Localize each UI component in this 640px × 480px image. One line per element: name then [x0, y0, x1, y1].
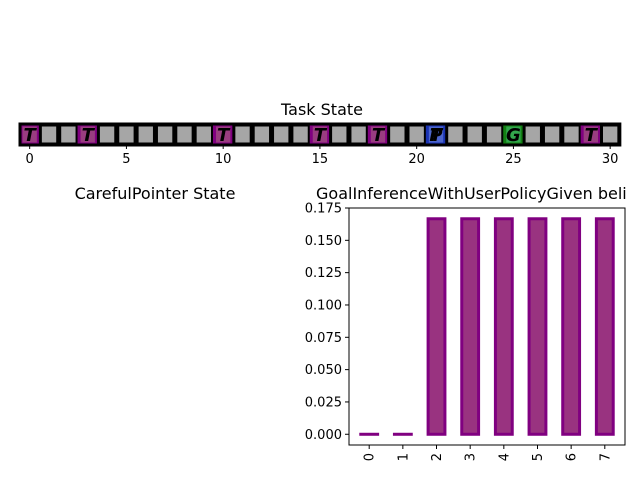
bar [426, 217, 447, 436]
x-tick-label: 10 [215, 152, 232, 167]
bar [460, 217, 481, 436]
task-state-grid: T T T T T PT G T [18, 122, 622, 147]
grid-cell-empty [329, 123, 350, 146]
grid-cell-label: T [24, 125, 38, 146]
grid-cell-empty [96, 123, 118, 146]
y-tick-label: 0.025 [305, 395, 342, 410]
grid-cell-label: T [372, 125, 386, 146]
grid-cell-empty [290, 123, 311, 146]
y-tick-label: 0.125 [305, 266, 342, 281]
grid-cell-empty [174, 123, 195, 146]
x-tick-label: 2 [430, 453, 445, 461]
bar-series [359, 217, 615, 436]
grid-cell-empty [406, 123, 427, 146]
grid-cell-empty [154, 123, 176, 146]
bar-plot-frame [348, 207, 626, 446]
y-tick-label: 0.050 [305, 363, 342, 378]
bar [594, 217, 615, 436]
grid-cell-empty [232, 123, 253, 146]
grid-cell-label: T [82, 125, 96, 146]
bar-x-ticks: 0 1 2 3 4 5 6 7 [363, 445, 613, 461]
y-tick-label: 0.100 [305, 298, 342, 313]
x-tick-label: 0 [26, 152, 34, 167]
grid-cell-empty [271, 123, 292, 146]
x-tick-label: 15 [312, 152, 329, 167]
y-tick-label: 0.075 [305, 331, 342, 346]
bar [527, 217, 548, 436]
y-tick-label: 0.150 [305, 234, 342, 249]
grid-cell-empty [193, 123, 214, 146]
grid-cell-empty [445, 123, 466, 146]
grid-cell-empty [348, 123, 369, 146]
x-tick-label: 5 [122, 152, 130, 167]
x-tick-label: 4 [497, 453, 512, 461]
grid-cell-empty [116, 123, 137, 146]
grid-cell-overlay-label: T [430, 125, 444, 146]
grid-cell-label: T [217, 125, 231, 146]
x-tick-label: 3 [464, 453, 479, 461]
x-tick-label: 30 [602, 152, 619, 167]
grid-cell-empty [522, 123, 543, 146]
grid-cell-empty [561, 123, 582, 146]
grid-cell-empty [251, 123, 273, 146]
grid-cell-empty [387, 123, 408, 146]
goal-inference-title: GoalInferenceWithUserPolicyGiven beli [316, 184, 627, 203]
grid-cell-label: T [314, 125, 328, 146]
grid-cell-label: G [506, 125, 521, 146]
grid-cell-empty [483, 123, 505, 146]
grid-cell-label: P [429, 125, 442, 146]
careful-pointer-title: CarefulPointer State [75, 184, 236, 203]
x-tick-label: 7 [598, 453, 613, 461]
grid-cell-empty [38, 123, 60, 146]
x-tick-label: 5 [531, 453, 546, 461]
x-tick-label: 6 [565, 453, 580, 461]
grid-cell-empty [600, 123, 621, 146]
bar [561, 217, 582, 436]
task-state-x-ticks: 0 5 10 15 20 25 30 [26, 145, 619, 167]
grid-cell-label: T [585, 125, 599, 146]
task-state-title: Task State [280, 100, 363, 119]
bar [493, 217, 514, 436]
x-tick-label: 1 [396, 453, 411, 461]
grid-cell-empty [135, 123, 156, 146]
grid-cell-empty [541, 123, 563, 146]
grid-cell-empty [464, 123, 485, 146]
x-tick-label: 0 [363, 453, 378, 461]
y-tick-label: 0.000 [305, 428, 342, 443]
x-tick-label: 25 [505, 152, 522, 167]
bar-y-ticks: 0.000 0.025 0.050 0.075 0.100 0.125 0.150 0.175 [305, 202, 349, 443]
grid-cell-empty [58, 123, 79, 146]
y-tick-label: 0.175 [305, 202, 342, 217]
x-tick-label: 20 [408, 152, 425, 167]
